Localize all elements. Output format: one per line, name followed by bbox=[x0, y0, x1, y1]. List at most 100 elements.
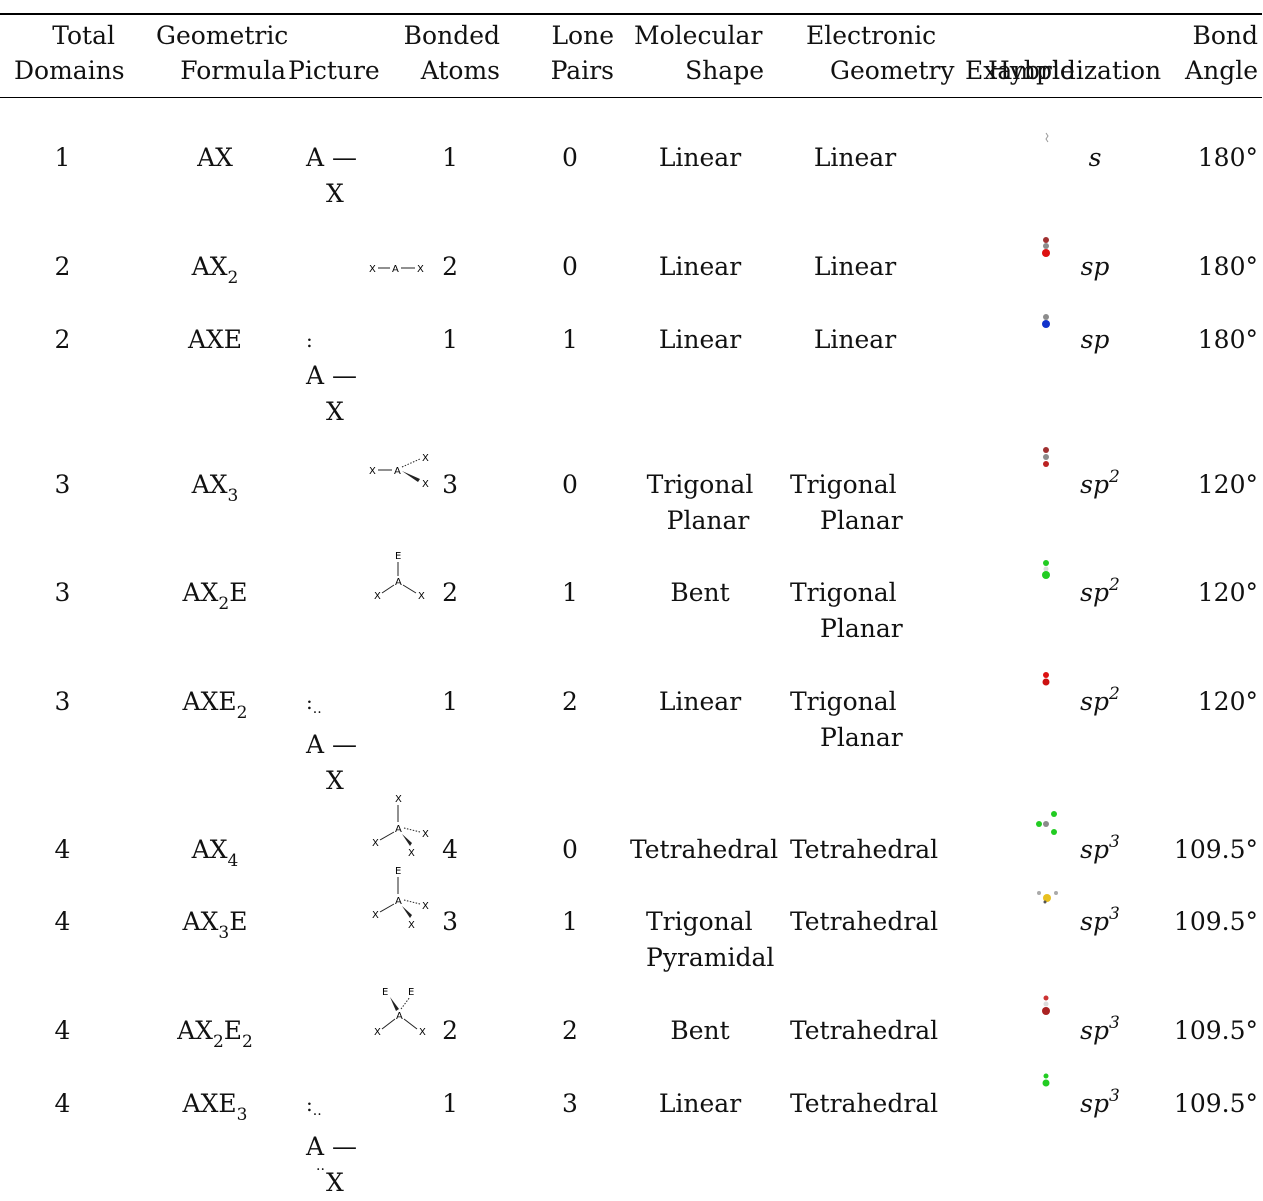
lone-pairs-cell: 0 bbox=[562, 470, 578, 499]
svg-text:E: E bbox=[395, 551, 401, 562]
lone-pairs-cell: 2 bbox=[562, 687, 578, 716]
lone-pairs-cell: 2 bbox=[562, 1016, 578, 1045]
electronic-geometry-cell: Tetrahedral bbox=[790, 907, 939, 936]
formula-cell: AXE3 bbox=[182, 1089, 248, 1125]
lone-pairs-cell: 3 bbox=[562, 1089, 578, 1118]
svg-text:A: A bbox=[395, 577, 402, 588]
hybridization-cell: s bbox=[1088, 143, 1102, 172]
lone-pairs-cell: 0 bbox=[562, 143, 578, 172]
bond-angle-cell: 180° bbox=[1197, 252, 1258, 281]
example-molecule-image bbox=[1037, 891, 1058, 904]
hybridization-cell: sp2 bbox=[1080, 467, 1120, 499]
formula-cell: AX2 bbox=[191, 252, 239, 288]
bonded-atoms-cell: 2 bbox=[442, 1016, 458, 1045]
example-molecule-image bbox=[1043, 447, 1049, 467]
svg-text:X: X bbox=[422, 453, 429, 464]
molecular-shape-cell: Linear bbox=[658, 252, 742, 281]
svg-text:X: X bbox=[419, 1027, 426, 1038]
example-molecule-image bbox=[1042, 672, 1050, 686]
svg-text:X: X bbox=[422, 829, 429, 840]
electronic-geometry-cell: Linear bbox=[813, 325, 897, 354]
svg-text:X: X bbox=[408, 920, 415, 931]
header-lone-pairs: Lone Pairs bbox=[550, 21, 614, 85]
bond-angle-cell: 180° bbox=[1197, 325, 1258, 354]
hybridization-cell: sp3 bbox=[1080, 1013, 1120, 1045]
picture-cell: :.. A — .. X bbox=[306, 1092, 358, 1197]
svg-text:A: A bbox=[395, 824, 402, 835]
bond-angle-cell: 109.5° bbox=[1173, 907, 1258, 936]
picture-cell: A — X bbox=[306, 143, 358, 208]
bonded-atoms-cell: 2 bbox=[442, 252, 458, 281]
molecular-shape-cell: Linear bbox=[658, 325, 742, 354]
total-domains-cell: 4 bbox=[54, 1016, 71, 1045]
molecule-picture-icon: E A X X bbox=[374, 551, 425, 602]
formula-cell: AX3E bbox=[182, 907, 248, 943]
bond-angle-cell: 109.5° bbox=[1173, 835, 1258, 864]
bond-angle-cell: 109.5° bbox=[1173, 1089, 1258, 1118]
molecular-shape-cell: Linear bbox=[658, 1089, 742, 1118]
header-bonded-atoms: Bonded Atoms bbox=[403, 21, 500, 85]
svg-text:E: E bbox=[395, 866, 401, 877]
total-domains-cell: 3 bbox=[54, 578, 71, 607]
header-total-domains: Total Domains bbox=[14, 21, 125, 85]
electronic-geometry-cell: Trigonal Planar bbox=[790, 470, 903, 535]
svg-text:X: X bbox=[372, 910, 379, 921]
svg-text:X: X bbox=[408, 848, 415, 859]
bond-angle-cell: 120° bbox=[1197, 578, 1258, 607]
svg-text:E: E bbox=[382, 987, 388, 998]
header-geometric-formula: Geometric Formula bbox=[156, 21, 289, 85]
svg-text:A: A bbox=[396, 1011, 403, 1022]
lone-pairs-cell: 1 bbox=[562, 907, 578, 936]
header-hybridization: Hybridization bbox=[988, 56, 1162, 85]
electronic-geometry-cell: Tetrahedral bbox=[790, 1089, 939, 1118]
header-bond-angle: Bond Angle bbox=[1185, 21, 1258, 85]
molecular-shape-cell: Bent bbox=[670, 578, 730, 607]
svg-text:X: X bbox=[422, 901, 429, 912]
svg-text:A: A bbox=[392, 264, 399, 275]
example-molecule-image bbox=[1042, 237, 1050, 257]
svg-text:X: X bbox=[372, 838, 379, 849]
example-molecule-image bbox=[1042, 560, 1050, 579]
molecular-shape-cell: Tetrahedral bbox=[630, 835, 779, 864]
bonded-atoms-cell: 1 bbox=[442, 687, 458, 716]
lone-pairs-cell: 0 bbox=[562, 835, 578, 864]
svg-text:X: X bbox=[369, 264, 376, 275]
lone-pairs-cell: 1 bbox=[562, 578, 578, 607]
molecule-picture-icon: X A X bbox=[369, 264, 424, 275]
example-molecule-image bbox=[1042, 314, 1050, 328]
picture-cell: : A — X bbox=[306, 328, 358, 426]
molecule-picture-icon: E A X X X bbox=[372, 866, 429, 931]
hybridization-cell: sp bbox=[1080, 325, 1110, 354]
bond-angle-cell: 120° bbox=[1197, 687, 1258, 716]
example-molecule-image bbox=[1045, 132, 1049, 143]
bonded-atoms-cell: 4 bbox=[442, 835, 458, 864]
total-domains-cell: 4 bbox=[54, 835, 71, 864]
bonded-atoms-cell: 2 bbox=[442, 578, 458, 607]
lone-pairs-cell: 1 bbox=[562, 325, 578, 354]
molecular-shape-cell: Trigonal Pyramidal bbox=[646, 907, 775, 972]
total-domains-cell: 2 bbox=[54, 252, 71, 281]
total-domains-cell: 3 bbox=[54, 687, 71, 716]
formula-cell: AX3 bbox=[191, 470, 239, 506]
hybridization-cell: sp3 bbox=[1080, 1086, 1120, 1118]
hybridization-cell: sp2 bbox=[1080, 684, 1120, 716]
formula-cell: AX bbox=[197, 143, 233, 172]
electronic-geometry-cell: Tetrahedral bbox=[790, 1016, 939, 1045]
total-domains-cell: 2 bbox=[54, 325, 71, 354]
example-molecule-image bbox=[1042, 1073, 1050, 1087]
svg-text:A: A bbox=[394, 466, 401, 477]
molecule-picture-icon: X A X X X bbox=[372, 794, 429, 859]
bonded-atoms-cell: 1 bbox=[442, 143, 458, 172]
molecular-shape-cell: Trigonal Planar bbox=[646, 470, 754, 535]
molecular-shape-cell: Bent bbox=[670, 1016, 730, 1045]
molecule-picture-icon: E E A X X bbox=[374, 987, 426, 1038]
electronic-geometry-cell: Linear bbox=[813, 143, 897, 172]
molecule-picture-icon: X A X X bbox=[369, 453, 429, 490]
example-molecule-image bbox=[1036, 811, 1057, 835]
bonded-atoms-cell: 3 bbox=[442, 470, 458, 499]
svg-text:X: X bbox=[422, 479, 429, 490]
table-header-rule bbox=[0, 97, 1262, 98]
header-picture: Picture bbox=[288, 56, 380, 85]
table-top-rule bbox=[0, 13, 1262, 15]
total-domains-cell: 3 bbox=[54, 470, 71, 499]
